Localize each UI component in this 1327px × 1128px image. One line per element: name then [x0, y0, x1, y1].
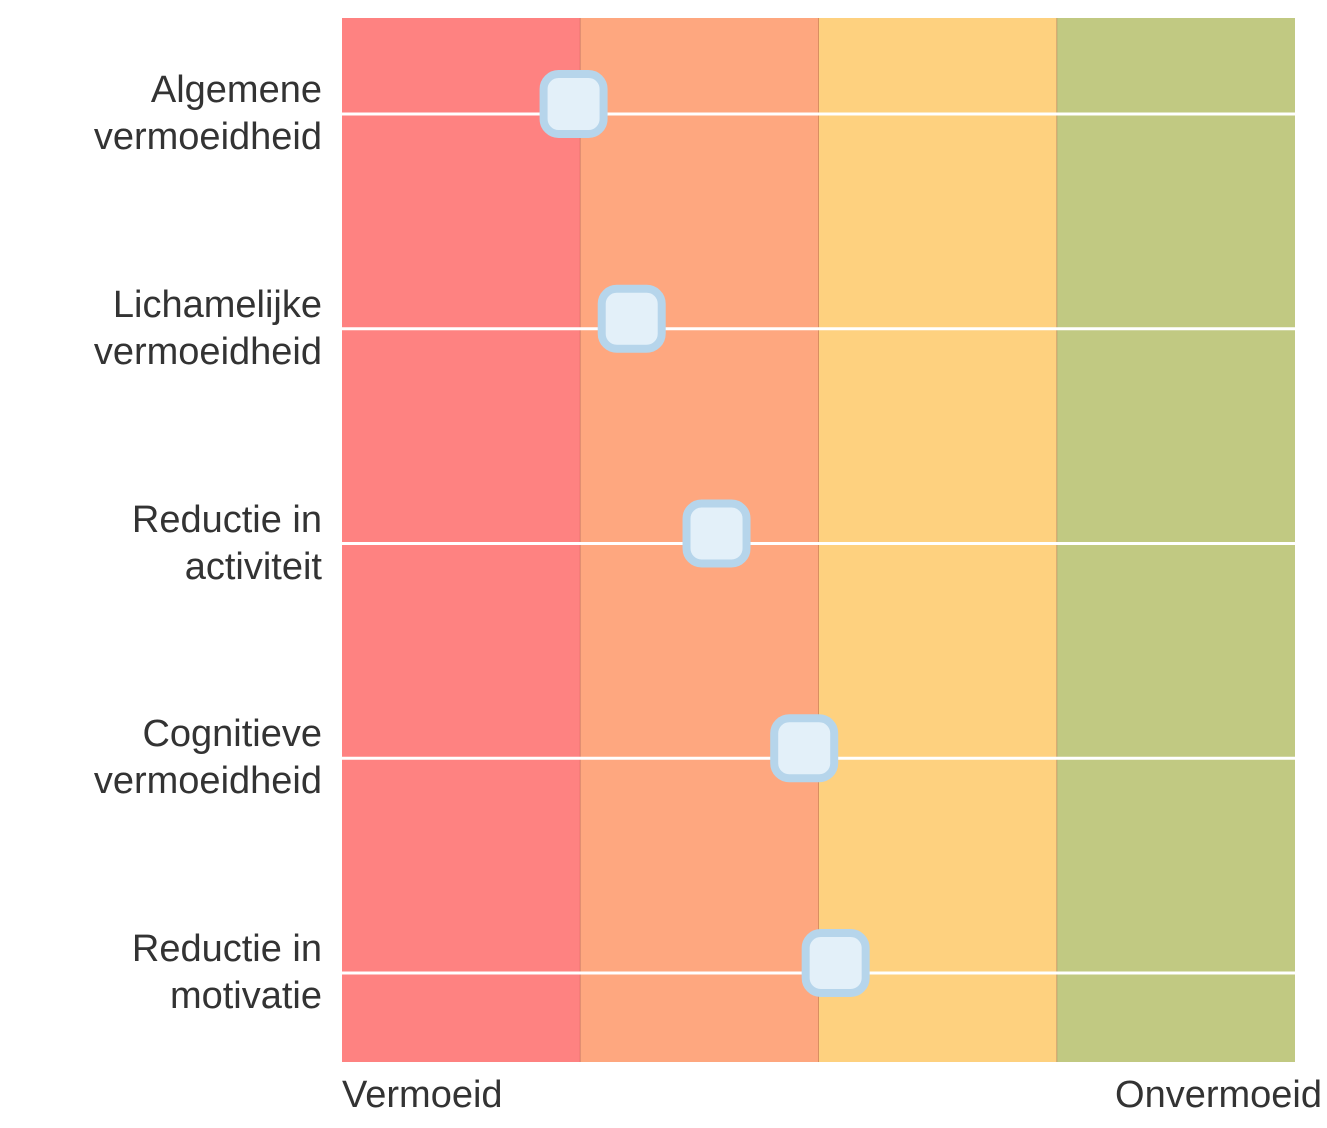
marker — [597, 284, 666, 353]
marker — [801, 929, 870, 997]
marker — [539, 70, 608, 138]
band — [1056, 18, 1295, 1062]
low-label: Vermoeid — [342, 1074, 503, 1116]
category-label: Cognitieve vermoeidheid — [93, 713, 322, 803]
category-label: Algemene vermoeidheid — [93, 69, 322, 158]
band — [342, 18, 581, 1062]
category-label: Reductie in motivatie — [131, 928, 322, 1017]
high-label: Onvermoeid — [1115, 1074, 1322, 1116]
marker — [770, 714, 839, 783]
category-label: Reductie in activiteit — [131, 498, 322, 588]
band — [818, 18, 1057, 1062]
marker — [682, 499, 751, 568]
category-label: Lichamelijke vermoeidheid — [93, 283, 322, 373]
